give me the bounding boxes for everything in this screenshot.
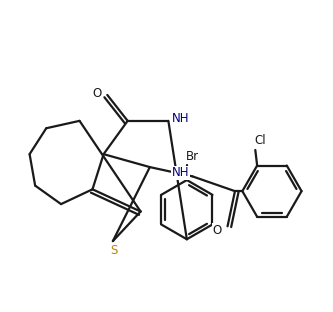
Text: Cl: Cl [254, 134, 266, 147]
Text: O: O [212, 223, 222, 236]
Text: S: S [110, 244, 117, 257]
Text: NH: NH [171, 166, 189, 179]
Text: NH: NH [171, 113, 189, 125]
Text: O: O [92, 87, 102, 100]
Text: Br: Br [186, 149, 199, 163]
